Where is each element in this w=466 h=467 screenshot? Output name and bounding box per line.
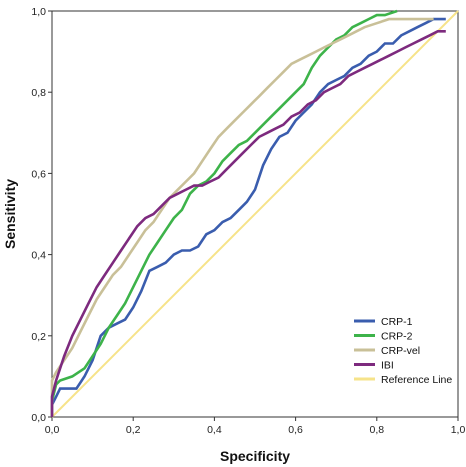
series-line-crp-1 bbox=[50, 17, 446, 417]
series-line-ibi bbox=[50, 29, 446, 417]
series-line-reference-line bbox=[51, 10, 459, 418]
legend: CRP-1 CRP-2 CRP-vel IBI Reference Line bbox=[350, 313, 456, 390]
y-tick-label: 0,0 bbox=[31, 412, 46, 424]
x-axis-title: Specificity bbox=[220, 448, 290, 464]
y-tick-label: 0,2 bbox=[31, 331, 46, 343]
y-axis-title: Sensitivity bbox=[2, 179, 18, 249]
x-tick-label: 0,8 bbox=[369, 424, 384, 436]
y-axis-ticks: 0,0 0,2 0,4 0,6 0,8 1,0 bbox=[31, 6, 52, 424]
y-tick-label: 0,6 bbox=[31, 168, 46, 180]
x-axis-ticks: 0,0 0,2 0,4 0,6 0,8 1,0 bbox=[45, 417, 466, 436]
x-tick-label: 0,0 bbox=[45, 424, 60, 436]
series-layer bbox=[50, 9, 459, 418]
x-tick-label: 1,0 bbox=[451, 424, 466, 436]
plot-area bbox=[51, 10, 459, 418]
plot-frame bbox=[51, 10, 459, 418]
x-tick-label: 0,6 bbox=[288, 424, 303, 436]
legend-label-crp-2: CRP-2 bbox=[381, 331, 413, 343]
legend-label-reference-line: Reference Line bbox=[381, 374, 452, 386]
y-tick-label: 1,0 bbox=[31, 6, 46, 18]
legend-label-ibi: IBI bbox=[381, 360, 394, 372]
x-tick-label: 0,2 bbox=[126, 424, 141, 436]
y-tick-label: 0,4 bbox=[31, 250, 46, 262]
legend-label-crp-vel: CRP-vel bbox=[381, 345, 420, 357]
x-tick-label: 0,4 bbox=[207, 424, 222, 436]
series-line-crp-vel bbox=[50, 17, 434, 417]
legend-label-crp-1: CRP-1 bbox=[381, 316, 413, 328]
y-tick-label: 0,8 bbox=[31, 87, 46, 99]
